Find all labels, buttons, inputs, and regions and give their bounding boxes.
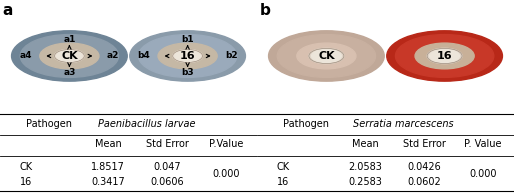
Text: a1: a1 [63, 35, 76, 44]
Text: Paenibacillus larvae: Paenibacillus larvae [98, 119, 195, 129]
Text: Pathogen: Pathogen [26, 119, 71, 129]
Circle shape [57, 50, 82, 62]
Text: CK: CK [19, 162, 32, 172]
Circle shape [158, 43, 217, 69]
Circle shape [173, 49, 203, 63]
Circle shape [40, 43, 99, 69]
Text: P. Value: P. Value [465, 139, 502, 149]
Circle shape [427, 48, 462, 63]
Text: 0.0602: 0.0602 [407, 177, 441, 187]
Text: 16: 16 [20, 177, 32, 187]
Text: 0.0606: 0.0606 [150, 177, 184, 187]
Circle shape [268, 31, 384, 81]
Text: 16: 16 [277, 177, 289, 187]
Circle shape [387, 31, 503, 81]
Circle shape [138, 35, 237, 77]
Text: 0.047: 0.047 [153, 162, 181, 172]
Text: a: a [3, 3, 13, 18]
Text: a3: a3 [63, 68, 76, 77]
Text: P.Value: P.Value [209, 139, 243, 149]
Text: 2.0583: 2.0583 [348, 162, 382, 172]
Circle shape [309, 48, 344, 63]
Text: b2: b2 [225, 52, 237, 60]
Circle shape [311, 49, 341, 63]
Text: CK: CK [61, 51, 78, 61]
Text: 0.000: 0.000 [469, 169, 497, 179]
Text: 16: 16 [180, 51, 195, 61]
Circle shape [395, 35, 494, 77]
Text: CK: CK [276, 162, 289, 172]
Text: Pathogen: Pathogen [283, 119, 328, 129]
Text: b3: b3 [181, 68, 194, 77]
Text: b: b [260, 3, 270, 18]
Text: a4: a4 [20, 52, 32, 60]
Text: Serratia marcescens: Serratia marcescens [353, 119, 454, 129]
Text: 0.000: 0.000 [212, 169, 240, 179]
Text: b4: b4 [138, 52, 150, 60]
Text: 0.2583: 0.2583 [348, 177, 382, 187]
Circle shape [297, 43, 356, 69]
Circle shape [415, 43, 474, 69]
Text: Std Error: Std Error [145, 139, 189, 149]
Circle shape [20, 35, 119, 77]
Text: 16: 16 [437, 51, 452, 61]
Circle shape [130, 31, 246, 81]
Circle shape [430, 49, 460, 63]
Text: Mean: Mean [95, 139, 121, 149]
Circle shape [175, 50, 200, 62]
Circle shape [54, 49, 84, 63]
Text: 0.0426: 0.0426 [407, 162, 441, 172]
Text: 0.3417: 0.3417 [91, 177, 125, 187]
Text: Std Error: Std Error [402, 139, 446, 149]
Text: a2: a2 [107, 52, 119, 60]
Circle shape [277, 35, 376, 77]
Text: b1: b1 [181, 35, 194, 44]
Circle shape [11, 31, 127, 81]
Text: CK: CK [318, 51, 335, 61]
Text: Mean: Mean [352, 139, 378, 149]
Text: 1.8517: 1.8517 [91, 162, 125, 172]
